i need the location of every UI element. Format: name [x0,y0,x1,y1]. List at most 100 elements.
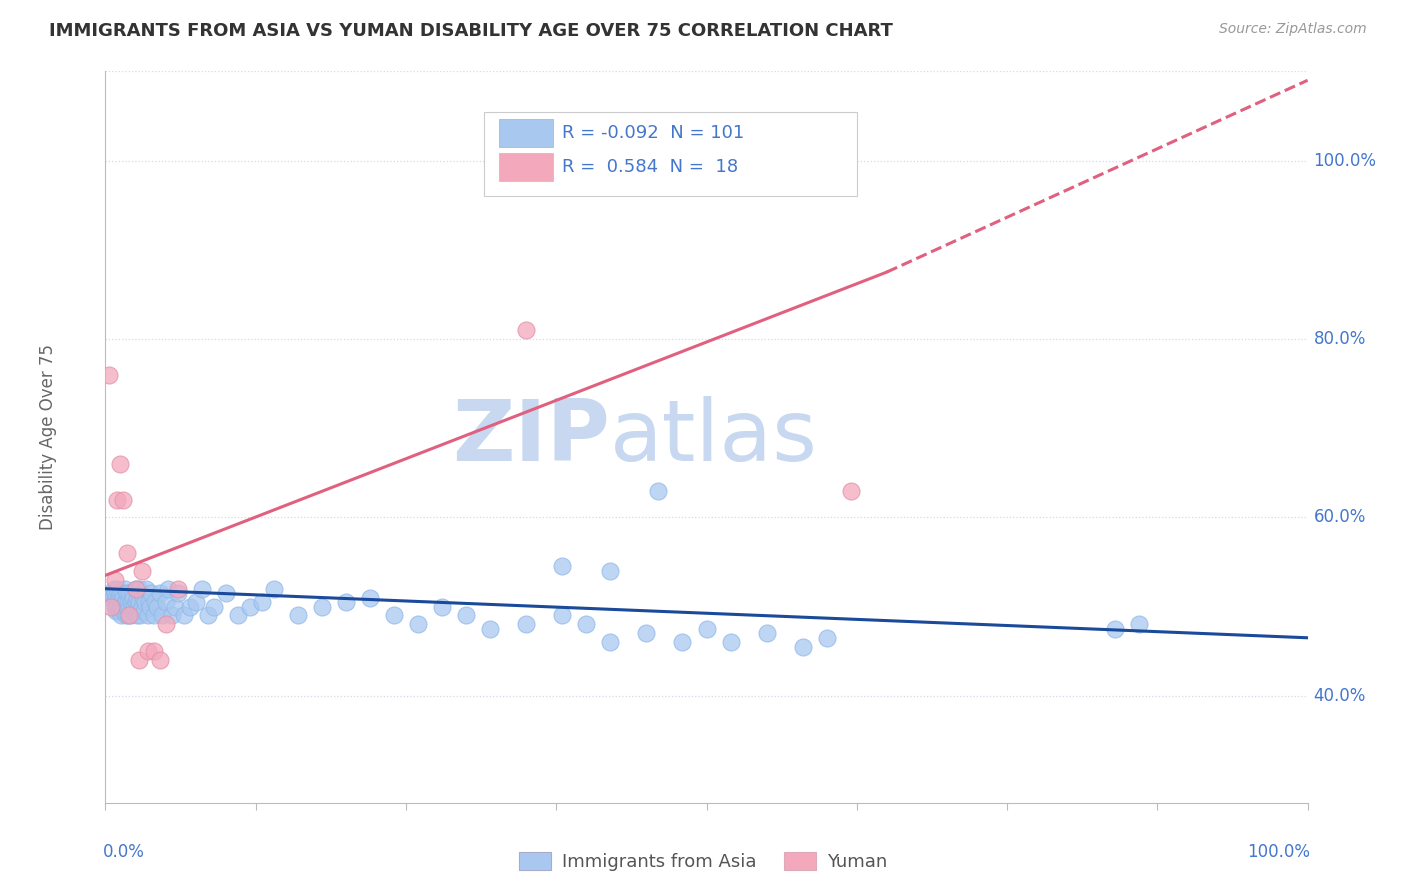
Point [117,608,139,623]
Point [166,586,188,600]
Point [125,591,148,605]
Point [250,595,273,609]
Point [150,608,173,623]
Point [143,595,166,609]
Point [111,599,134,614]
Point [335,595,357,609]
Point [122,604,145,618]
Point [155,617,177,632]
Point [112,591,135,605]
Text: Disability Age Over 75: Disability Age Over 75 [39,344,56,530]
Point [107,604,129,618]
Point [359,591,381,605]
Point [190,582,212,596]
Text: 40.0%: 40.0% [1313,687,1367,705]
Point [108,599,131,614]
Point [107,599,129,614]
Point [121,599,143,614]
Point [456,608,478,623]
Point [155,595,177,609]
Point [110,595,132,609]
Text: 80.0%: 80.0% [1313,330,1367,348]
Point [104,573,127,587]
Point [98,368,121,382]
Point [103,582,125,596]
FancyBboxPatch shape [499,153,553,181]
Point [128,582,150,596]
Point [179,599,201,614]
Point [115,599,138,614]
Point [647,483,669,498]
Point [108,457,131,471]
Point [839,483,862,498]
Point [107,582,129,596]
Point [226,608,249,623]
Point [146,599,169,614]
Point [139,586,162,600]
Point [214,586,236,600]
Point [115,546,138,560]
Point [117,595,139,609]
Point [311,599,333,614]
Point [115,586,138,600]
Point [184,595,207,609]
Text: atlas: atlas [610,395,818,479]
Point [1128,617,1150,632]
Point [127,599,149,614]
Point [599,564,621,578]
Point [135,582,157,596]
Point [118,599,141,614]
Point [156,582,179,596]
Point [107,492,129,507]
Point [115,608,138,623]
Point [107,591,129,605]
FancyBboxPatch shape [499,119,553,146]
Point [100,599,122,614]
Point [118,586,141,600]
Point [131,599,153,614]
Point [115,595,138,609]
Point [111,586,134,600]
Point [142,608,165,623]
Point [430,599,453,614]
Point [551,559,574,574]
Point [263,582,285,596]
Point [121,586,143,600]
Point [101,591,124,605]
Point [1104,622,1126,636]
Point [720,635,742,649]
Point [125,608,148,623]
Text: R =  0.584  N =  18: R = 0.584 N = 18 [562,158,738,177]
Point [696,622,718,636]
Point [406,617,429,632]
Point [136,644,159,658]
Text: 0.0%: 0.0% [103,843,145,861]
Point [134,595,156,609]
Point [120,595,142,609]
Point [107,595,129,609]
Point [132,591,155,605]
Point [100,586,122,600]
Point [755,626,778,640]
Point [112,492,135,507]
Point [105,591,128,605]
Point [173,608,195,623]
Point [122,591,145,605]
Text: ZIP: ZIP [453,395,610,479]
Point [114,595,136,609]
Text: R = -0.092  N = 101: R = -0.092 N = 101 [562,124,745,142]
Point [110,608,132,623]
Point [142,644,165,658]
Point [165,599,187,614]
Text: IMMIGRANTS FROM ASIA VS YUMAN DISABILITY AGE OVER 75 CORRELATION CHART: IMMIGRANTS FROM ASIA VS YUMAN DISABILITY… [49,22,893,40]
Point [118,608,141,623]
Point [124,599,146,614]
Point [239,599,262,614]
Point [103,595,125,609]
Point [551,608,574,623]
Point [124,582,146,596]
Text: 100.0%: 100.0% [1313,152,1376,169]
Text: 100.0%: 100.0% [1247,843,1310,861]
Point [114,582,136,596]
Point [139,599,162,614]
